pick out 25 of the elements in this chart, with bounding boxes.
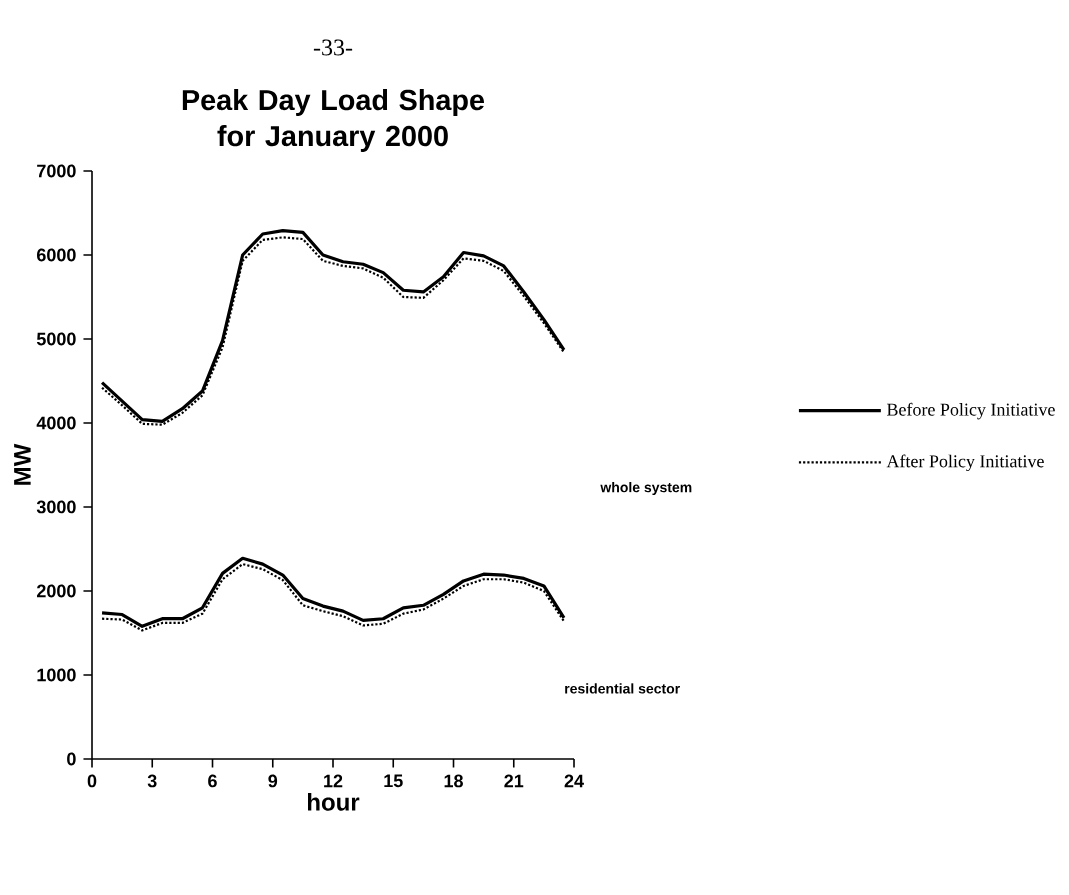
y-tick-label: 1000 (37, 668, 76, 682)
y-tick-label: 3000 (36, 500, 76, 514)
x-tick-label: 18 (444, 774, 463, 788)
x-axis-title: hour (308, 793, 360, 811)
legend-label: After Policy Initiative (886, 454, 1044, 472)
y-tick-label: 4000 (36, 416, 76, 430)
y-tick-label: 7000 (37, 164, 76, 178)
y-tick-label: 2000 (36, 584, 76, 598)
legend-label: Before Policy Initiative (886, 402, 1055, 420)
x-tick-label: 6 (208, 774, 217, 788)
y-axis-title: MW (14, 443, 31, 485)
annotation: residential sector (565, 683, 680, 694)
text: whole system (600, 482, 692, 496)
x-tick-label: 24 (564, 774, 584, 788)
x-tick-label: 21 (504, 774, 524, 788)
y-tick-label: 6000 (37, 248, 76, 262)
x-tick-label: 3 (147, 774, 157, 788)
x-tick-label: 15 (384, 774, 403, 788)
text: -33- (313, 39, 353, 56)
chart-title: Peak Day Load Shape for January 2000 (182, 89, 485, 152)
x-tick-label: 0 (87, 774, 97, 788)
x-tick-label: 12 (324, 774, 343, 788)
y-tick-label: 0 (67, 752, 76, 766)
x-tick-label: 9 (268, 774, 278, 788)
y-tick-label: 5000 (36, 332, 76, 346)
